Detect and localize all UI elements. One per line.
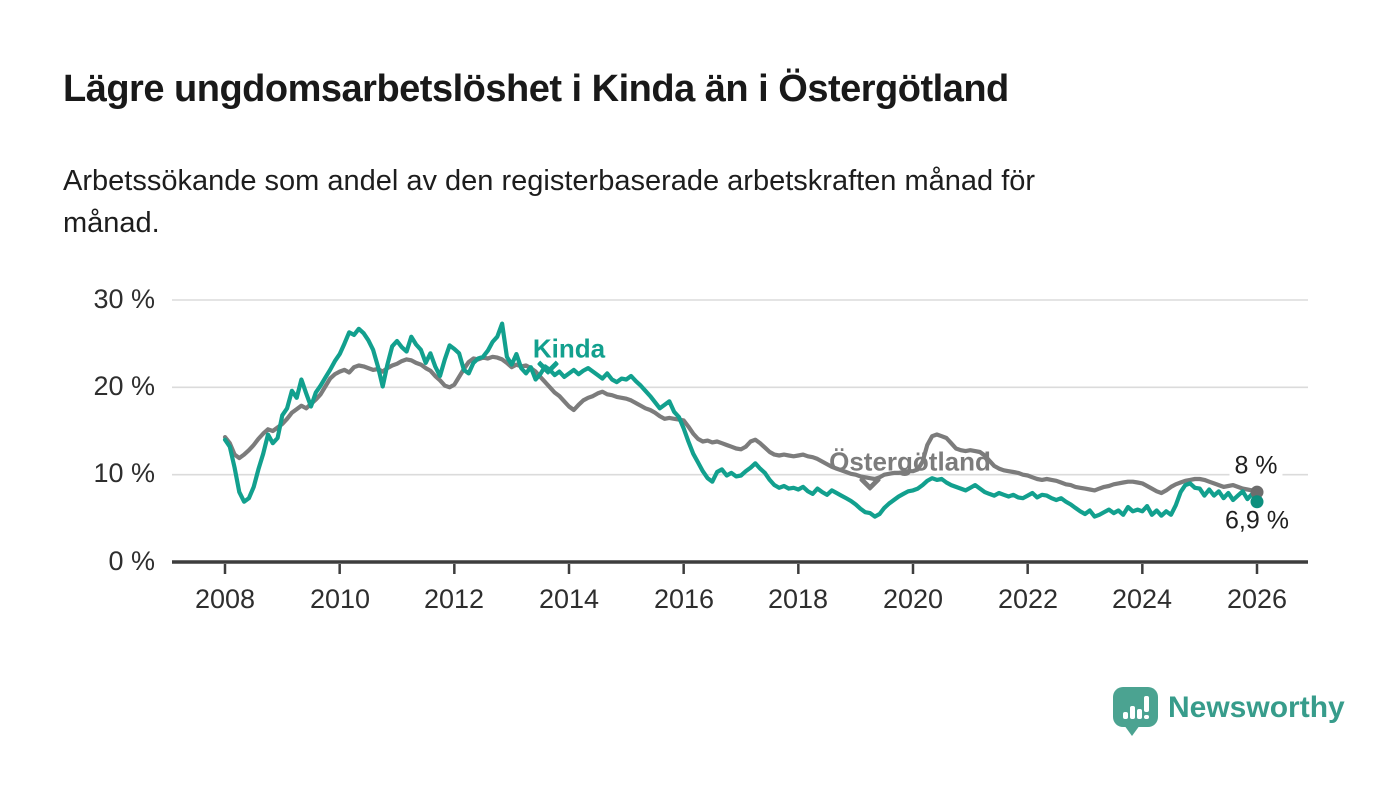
x-tick-label-2022: 2022	[997, 584, 1059, 614]
end-value-label-kinda: 6,9 %	[1225, 506, 1289, 535]
chart-subtitle-line2: månad.	[63, 207, 160, 239]
y-tick-label-20: 20 %	[93, 371, 155, 401]
x-tick-label-2024: 2024	[1111, 584, 1173, 614]
logo-bar-1	[1123, 712, 1128, 719]
x-tick-label-2014: 2014	[538, 584, 600, 614]
series-label-kinda: Kinda	[532, 333, 606, 364]
x-tick-label-2016: 2016	[653, 584, 715, 614]
newsworthy-brand: Newsworthy	[1113, 687, 1353, 747]
speech-bubble-bar-chart-icon	[1113, 687, 1158, 727]
x-tick-label-2020: 2020	[882, 584, 944, 614]
x-tick-label-2012: 2012	[423, 584, 485, 614]
chart-subtitle-line1: Arbetssökande som andel av den registerb…	[63, 165, 1036, 197]
x-tick-label-2010: 2010	[309, 584, 371, 614]
x-tick-label-2008: 2008	[194, 584, 256, 614]
brand-name: Newsworthy	[1168, 691, 1345, 724]
y-tick-label-30: 30 %	[93, 284, 155, 314]
chart-title: Lägre ungdomsarbetslöshet i Kinda än i Ö…	[63, 68, 1009, 110]
latest-point-kinda	[1250, 495, 1264, 509]
chart-subtitle: Arbetssökande som andel av den registerb…	[63, 160, 1313, 244]
latest-point-östergötland	[1250, 485, 1264, 499]
series-line-kinda	[222, 321, 1260, 519]
speech-bubble-tail	[1124, 725, 1140, 736]
x-tick-label-2026: 2026	[1226, 584, 1288, 614]
series-line-östergötland	[222, 354, 1260, 496]
logo-exclamation-bar	[1144, 696, 1149, 712]
y-tick-label-10: 10 %	[93, 458, 155, 488]
logo-exclamation-dot	[1144, 715, 1149, 719]
series-label-ostergotland: Östergötland	[829, 446, 991, 477]
x-tick-label-2018: 2018	[767, 584, 829, 614]
logo-bar-3	[1137, 709, 1142, 719]
y-tick-label-0: 0 %	[108, 546, 155, 576]
logo-bar-2	[1130, 706, 1135, 719]
end-value-label-ostergotland: 8 %	[1229, 452, 1283, 480]
